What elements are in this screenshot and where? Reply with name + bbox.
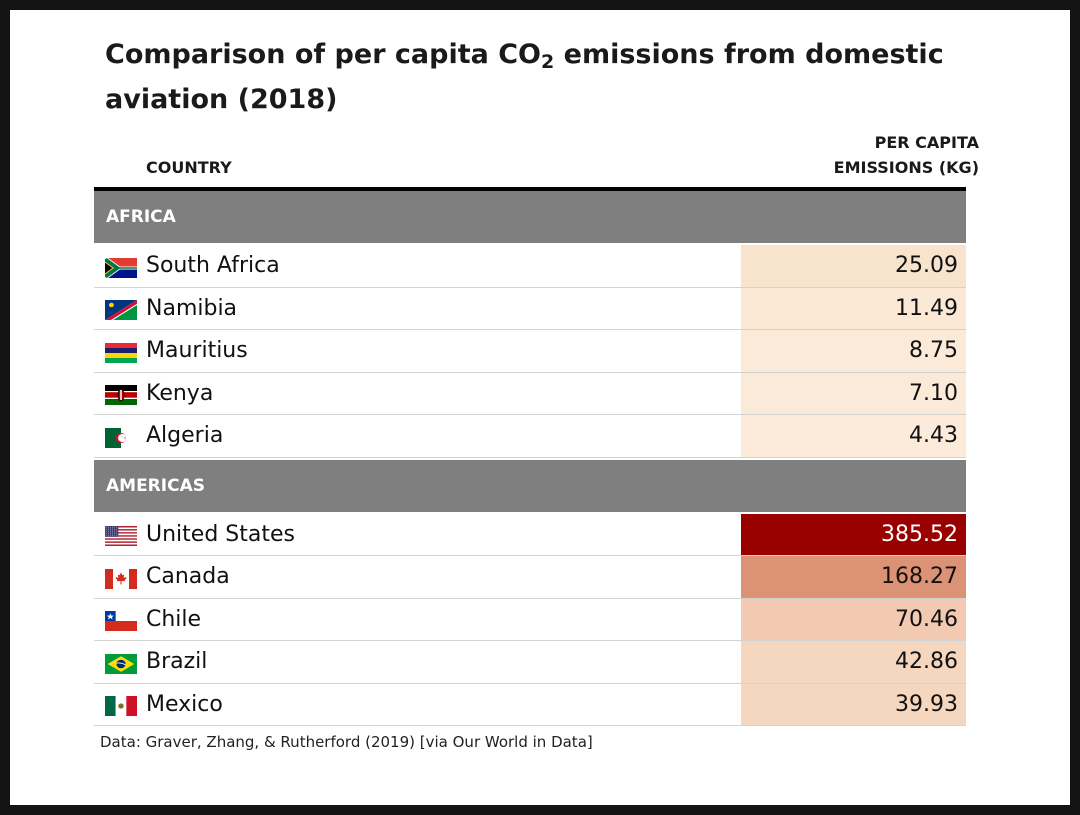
column-header-emissions-line2: EMISSIONS (KG) (833, 158, 979, 177)
column-header-emissions-line1: PER CAPITA (874, 133, 979, 152)
column-header-emissions: PER CAPITA EMISSIONS (KG) (779, 130, 979, 180)
canada-flag-icon (105, 568, 137, 589)
country-name: South Africa (146, 253, 280, 278)
emissions-value: 168.27 (741, 556, 966, 598)
country-name: Chile (146, 606, 202, 632)
country-name: Canada (146, 564, 230, 589)
emissions-value: 4.43 (741, 415, 966, 457)
table-row: South Africa 25.09 (94, 245, 966, 288)
chart-title: Comparison of per capita CO2 emissions f… (105, 39, 944, 115)
kenya-flag-icon (105, 385, 137, 405)
table-row: United States 385.52 (94, 513, 966, 556)
emissions-value: 39.93 (741, 683, 966, 725)
emissions-value: 42.86 (741, 641, 966, 683)
emissions-value: 11.49 (741, 287, 966, 329)
chile-flag-icon (105, 611, 137, 631)
emissions-value: 7.10 (741, 372, 966, 414)
country-name: United States (146, 521, 295, 547)
country-name: Algeria (146, 423, 224, 448)
emissions-value: 25.09 (741, 245, 966, 287)
table-row: Canada 168.27 (94, 556, 966, 599)
south-africa-flag-icon (105, 257, 137, 278)
namibia-flag-icon (105, 300, 137, 320)
group-header-africa: AFRICA (94, 191, 966, 243)
country-name: Namibia (146, 295, 238, 321)
table-row: Mauritius 8.75 (94, 330, 966, 373)
algeria-flag-icon (105, 427, 137, 448)
table-row: Brazil 42.86 (94, 641, 966, 684)
country-name: Mexico (146, 691, 223, 717)
table-row: Namibia 11.49 (94, 287, 966, 330)
emissions-value: 8.75 (741, 330, 966, 372)
table-row: Kenya 7.10 (94, 372, 966, 415)
mexico-flag-icon (105, 696, 137, 716)
column-header-country: COUNTRY (146, 158, 232, 177)
mauritius-flag-icon (105, 342, 137, 363)
table-row: Mexico 39.93 (94, 683, 966, 726)
united-states-flag-icon (105, 526, 137, 546)
emissions-table: AFRICA South Africa 25.09 Namibia 11.49 Mauri… (94, 191, 966, 726)
country-name: Mauritius (146, 338, 248, 363)
country-name: Brazil (146, 649, 208, 674)
header-rule (94, 187, 966, 191)
table-row: Algeria 4.43 (94, 415, 966, 458)
country-name: Kenya (146, 380, 214, 406)
brazil-flag-icon (105, 653, 137, 674)
table-row: Chile 70.46 (94, 598, 966, 641)
emissions-value: 385.52 (741, 513, 966, 555)
emissions-value: 70.46 (741, 598, 966, 640)
group-header-americas: AMERICAS (94, 459, 966, 512)
source-note: Data: Graver, Zhang, & Rutherford (2019)… (100, 733, 593, 751)
